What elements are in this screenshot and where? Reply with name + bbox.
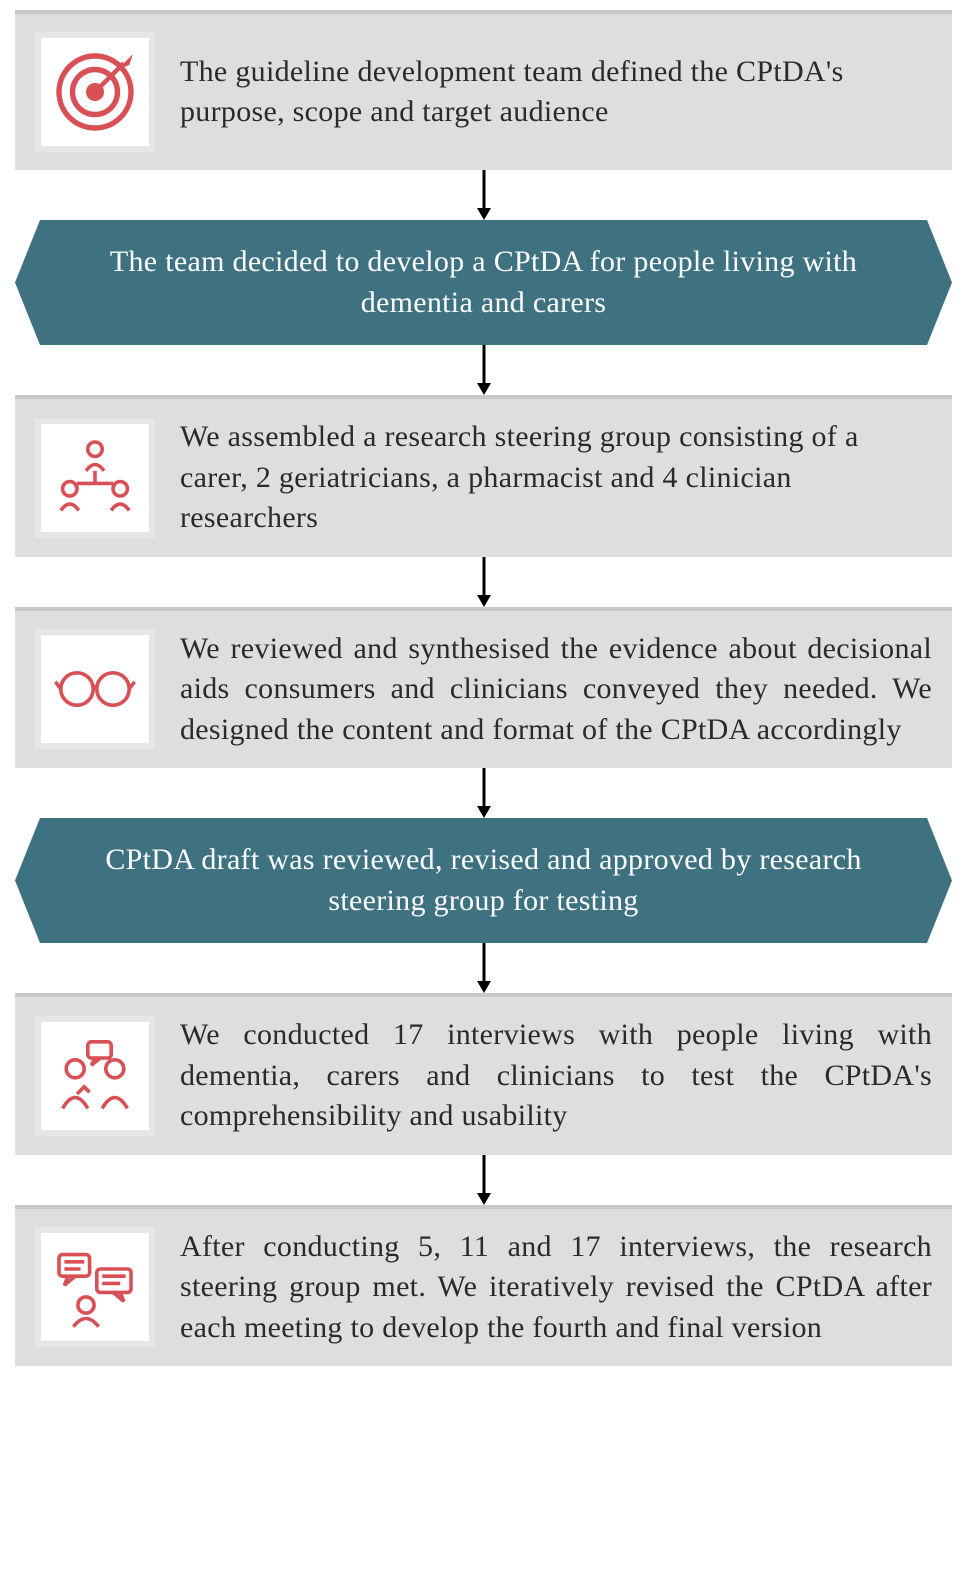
step-3-box: We assembled a research steering group c…	[15, 395, 952, 557]
feedback-icon	[35, 1227, 155, 1347]
interview-icon	[35, 1016, 155, 1136]
arrow-2	[469, 345, 499, 395]
step-2-box: The team decided to develop a CPtDA for …	[15, 220, 952, 345]
flowchart-container: The guideline development team defined t…	[15, 10, 952, 1366]
step-4-box: We reviewed and synthesised the evidence…	[15, 607, 952, 769]
step-5-text: CPtDA draft was reviewed, revised and ap…	[55, 840, 912, 921]
step-6-text: We conducted 17 interviews with people l…	[180, 1015, 932, 1137]
step-1-text: The guideline development team defined t…	[180, 52, 932, 133]
step-2-text: The team decided to develop a CPtDA for …	[55, 242, 912, 323]
people-tree-icon	[35, 418, 155, 538]
step-7-text: After conducting 5, 11 and 17 interviews…	[180, 1227, 932, 1349]
glasses-icon	[35, 629, 155, 749]
step-4-text: We reviewed and synthesised the evidence…	[180, 629, 932, 751]
bullseye-icon	[35, 32, 155, 152]
step-3-text: We assembled a research steering group c…	[180, 417, 932, 539]
step-6-box: We conducted 17 interviews with people l…	[15, 993, 952, 1155]
step-7-box: After conducting 5, 11 and 17 interviews…	[15, 1205, 952, 1367]
arrow-3	[469, 557, 499, 607]
arrow-4	[469, 768, 499, 818]
arrow-5	[469, 943, 499, 993]
arrow-6	[469, 1155, 499, 1205]
arrow-1	[469, 170, 499, 220]
step-5-box: CPtDA draft was reviewed, revised and ap…	[15, 818, 952, 943]
step-1-box: The guideline development team defined t…	[15, 10, 952, 170]
